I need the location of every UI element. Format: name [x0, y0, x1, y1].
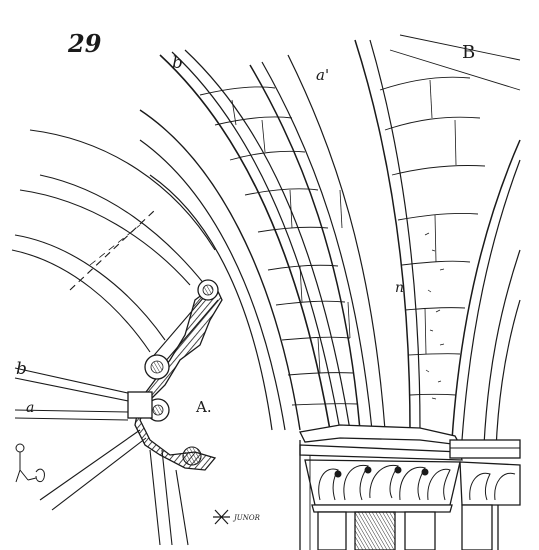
web-joints — [199, 34, 521, 406]
shaft-low-inner — [152, 404, 164, 416]
signature-text: JUNOR — [232, 514, 261, 522]
rib-lower-1 — [39, 429, 141, 501]
figure-number: 29 — [67, 29, 102, 58]
rib-b-2 — [14, 377, 149, 406]
capital-foliage — [318, 464, 451, 501]
pier-corner-block — [127, 391, 153, 419]
plan-view — [11, 129, 223, 546]
rib-outer-2 — [139, 139, 286, 431]
vault-perspective — [139, 34, 521, 550]
rib-down-2 — [161, 449, 173, 546]
shaft-center — [354, 511, 396, 550]
rib-b-perspective-2 — [171, 51, 341, 431]
capital-bell — [304, 459, 461, 506]
astragal — [311, 504, 453, 513]
formeret-right-3 — [483, 249, 521, 446]
web-vertical-joints — [231, 79, 457, 374]
label-A: A. — [195, 398, 212, 416]
formeret-right-2 — [461, 159, 521, 441]
rib-down-3 — [175, 469, 189, 546]
plan-arc-outer — [29, 129, 216, 251]
axis-dashed-1 — [69, 209, 156, 291]
plan-arc-5 — [39, 174, 206, 286]
label-b-left: b — [16, 359, 27, 379]
plan-arc-3 — [14, 234, 166, 341]
label-a-prime: a' — [316, 66, 329, 84]
formeret-right-4 — [495, 299, 521, 451]
capital-bell-right — [459, 461, 521, 506]
abacus-band — [299, 444, 463, 461]
rib-outer-3 — [149, 174, 273, 431]
shaft-far-right — [461, 504, 493, 550]
rib-a — [14, 409, 129, 413]
shaft-top-inner — [202, 284, 214, 296]
rib-a-prime-3 — [287, 54, 386, 431]
shaft-left — [317, 511, 347, 550]
abacus-right-block — [449, 439, 521, 459]
rib-outer-1 — [139, 109, 301, 431]
plan-arc-2 — [19, 189, 191, 286]
rib-down-1 — [149, 449, 161, 546]
label-B: B — [462, 42, 475, 63]
label-n: n — [395, 280, 404, 296]
pier-section — [134, 283, 223, 471]
label-b-top: b — [172, 53, 183, 73]
rib-lower-2 — [51, 437, 147, 511]
shaft-right — [404, 511, 436, 550]
plan-arc-4 — [11, 249, 151, 353]
signature-monogram — [213, 509, 230, 525]
rib-a-prime-1 — [249, 64, 361, 431]
shaft-base — [182, 446, 202, 466]
label-a-left: a — [26, 400, 34, 416]
abacus-top — [299, 424, 462, 446]
rib-n-2 — [369, 39, 421, 431]
rib-b-perspective — [159, 54, 331, 431]
formeret-right-1 — [451, 139, 521, 441]
shaft-mid-inner — [150, 360, 164, 374]
axis-dashed-2 — [89, 224, 141, 266]
web-stippling — [424, 232, 445, 400]
rib-n-1 — [354, 39, 411, 431]
capital — [299, 424, 521, 550]
rib-a-prime-2 — [261, 61, 373, 431]
rib-b-perspective-3 — [184, 49, 351, 431]
flower-mark — [15, 443, 45, 483]
rib-a-2 — [14, 417, 129, 421]
